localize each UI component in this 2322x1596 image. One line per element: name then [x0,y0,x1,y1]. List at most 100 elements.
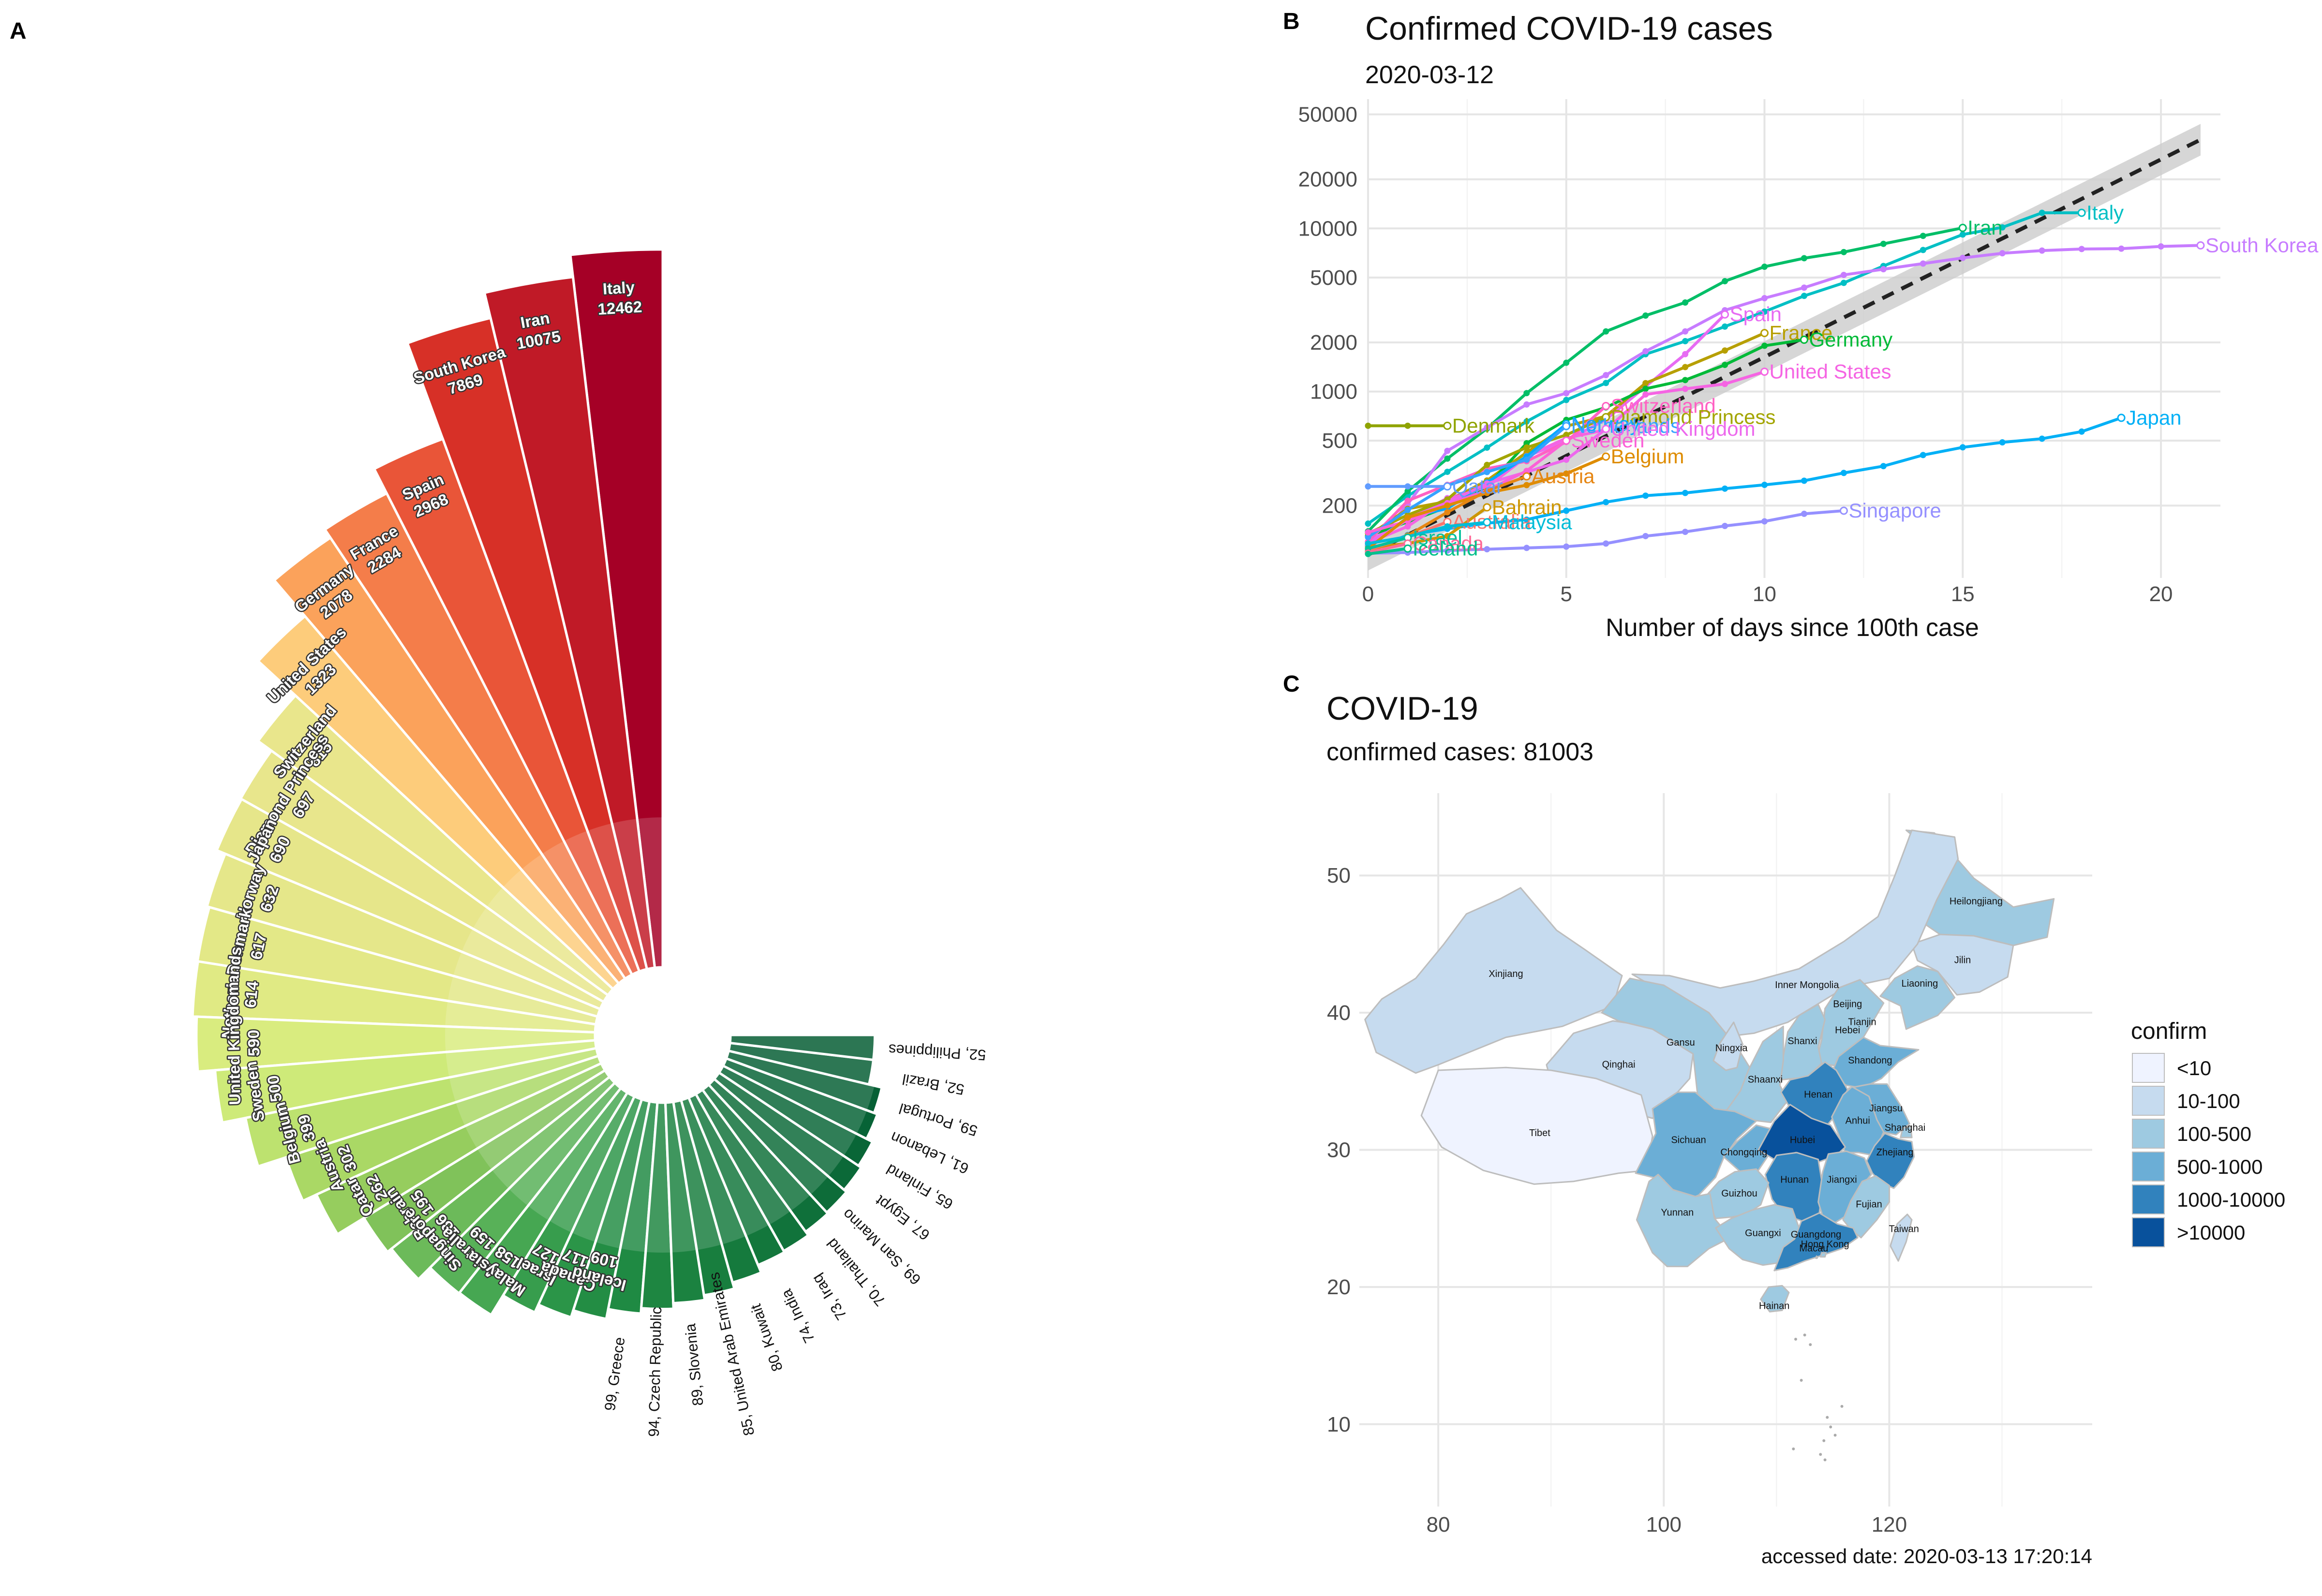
province-label-yunnan: Yunnan [1661,1208,1694,1218]
series-point-diamond-princess [1484,461,1490,468]
series-point-japan [1563,507,1570,514]
bar-label-italy: Italy12462 [596,278,642,318]
series-line-iceland [1368,547,1408,556]
island-dot [1794,1337,1798,1341]
series-point-singapore [1642,532,1649,539]
series-point-italy [1999,224,2006,231]
x-tick-label: 20 [2149,582,2173,606]
series-point-iran [1920,233,1926,239]
series-israel: Israel [1365,526,1462,552]
map-caption: accessed date: 2020-03-13 17:20:14 [1761,1545,2092,1567]
series-point-south-korea [1484,424,1490,431]
series-point-qatar [1365,483,1371,490]
series-point-iran [1523,390,1530,397]
series-point-germany [1682,377,1689,384]
series-label-canada: Canada [1413,532,1484,555]
province-label-xinjiang: Xinjiang [1488,969,1523,979]
series-denmark: Denmark [1365,414,1535,437]
series-point-italy [2077,208,2086,217]
series-point-bahrain [1444,532,1451,539]
y-tick-label: 20000 [1298,168,1357,192]
series-point-germany [1642,385,1649,392]
series-label-switzerland: Switzerland [1611,395,1716,417]
series-point-japan [2117,414,2126,422]
province-label-liaoning: Liaoning [1902,978,1938,989]
series-point-singapore [1444,547,1451,554]
series-point-netherlands [1523,457,1530,463]
series-point-united-kingdom [1484,480,1490,487]
series-label-south-korea: South Korea [2205,234,2319,256]
legend-swatch-1 [2132,1086,2165,1116]
province-label-shaanxi: Shaanxi [1748,1075,1783,1085]
series-point-iran [1958,223,1967,232]
series-point-singapore [1761,518,1768,525]
map-subtitle: confirmed cases: 81003 [1326,738,1593,766]
province-label-hunan: Hunan [1780,1175,1809,1185]
series-point-netherlands [1562,422,1571,430]
series-label-united-kingdom: United Kingdom [1611,417,1756,440]
panel-c-map: C COVID-19 confirmed cases: 81003 80 100 1… [1283,671,2285,1567]
series-point-italy [1920,247,1926,253]
series-point-italy [1484,444,1490,451]
series-point-singapore [1839,506,1848,515]
series-qatar: Qatar [1365,475,1503,498]
series-point-south-korea [1682,328,1689,335]
island-dot [1803,1333,1806,1337]
legend-label-5: >10000 [2177,1221,2245,1244]
series-label-malaysia: Malaysia [1492,511,1572,533]
series-label-spain: Spain [1730,303,1782,325]
x-tick-label: 15 [1951,582,1975,606]
legend-label-0: <10 [2177,1057,2211,1079]
map-legend: confirm <10 10-100 100-500 500-1000 1000-100… [2131,1019,2285,1247]
series-point-south-korea [1761,295,1768,302]
province-label-ningxia: Ningxia [1715,1043,1748,1053]
province-label-qinghai: Qinghai [1602,1059,1636,1070]
province-shaanxi [1725,1025,1789,1123]
series-point-qatar [1404,483,1411,490]
series-label-united-states: United States [1770,360,1891,383]
province-label-sichuan: Sichuan [1671,1135,1706,1145]
series-point-italy [1682,338,1689,344]
bar-label-line: Italy [602,278,636,298]
series-point-iran [1682,299,1689,306]
province-label-inner-mongolia: Inner Mongolia [1775,980,1839,990]
series-point-japan [1840,470,1847,476]
province-label-macau: Macau [1799,1243,1828,1254]
series-point-malaysia [1444,523,1451,530]
island-dot [1809,1343,1812,1346]
province-shanghai [1900,1125,1913,1138]
bar-label-line: United Kingdom [223,982,244,1105]
province-label-zhejiang: Zhejiang [1876,1147,1914,1158]
series-point-germany [1800,335,1808,344]
legend-title: confirm [2131,1019,2207,1044]
series-label-japan: Japan [2126,406,2181,429]
province-taiwan [1890,1213,1913,1262]
island-dot [1819,1453,1822,1456]
map-title: COVID-19 [1326,690,1478,727]
series-point-italy [1444,469,1451,475]
province-label-hainan: Hainan [1759,1301,1789,1312]
series-line-israel [1368,536,1408,550]
island-dot [1792,1447,1795,1450]
series-point-malaysia [1483,518,1491,527]
series-point-austria [1484,488,1490,494]
province-label-beijing: Beijing [1833,999,1862,1010]
series-label-australia: Australia [1452,510,1532,533]
line-chart-ticks: 0 5 10 15 20 200 500 1000 2000 5000 10000 20000 5000… [1298,103,2173,606]
province-label-fujian: Fujian [1856,1199,1882,1210]
series-point-spain [1721,310,1729,319]
series-point-japan [1523,516,1530,523]
series-japan: Japan [1365,406,2182,555]
series-point-united-states [1682,385,1689,392]
series-label-bahrain: Bahrain [1492,496,1562,518]
series-point-switzerland [1602,402,1610,411]
province-label-chongqing: Chongqing [1720,1147,1767,1158]
legend-swatch-0 [2132,1053,2165,1083]
province-label-hong-kong: Hong Kong [1801,1239,1849,1250]
bar-label-line: 500 [264,1074,285,1103]
series-point-south-korea [2158,243,2164,250]
series-point-south-korea [1642,348,1649,355]
map-y-tick-label: 10 [1327,1413,1351,1436]
series-point-south-korea [1444,447,1451,454]
trend-line [1367,124,2202,571]
